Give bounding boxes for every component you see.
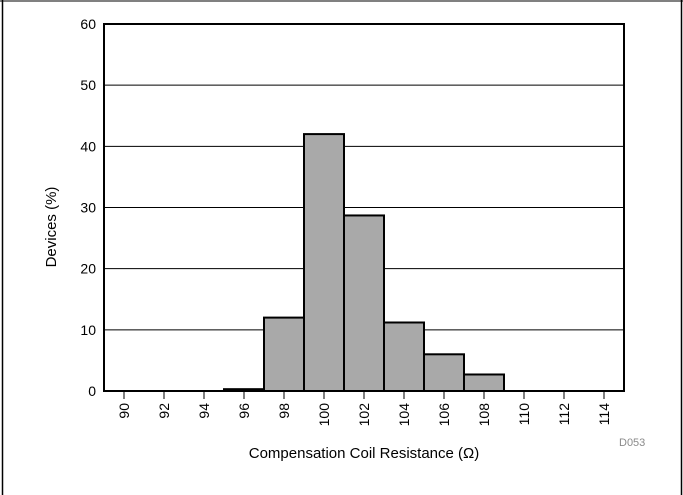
- figure-code-label: D053: [619, 437, 645, 449]
- x-tick-label: 92: [156, 403, 172, 419]
- y-axis-title: Devices (%): [43, 187, 60, 268]
- x-tick-label: 96: [236, 403, 252, 419]
- y-tick-label: 60: [80, 16, 96, 32]
- x-tick-label: 110: [516, 403, 532, 426]
- x-tick-label: 114: [596, 403, 612, 426]
- axes: [103, 23, 625, 399]
- bar-99-101: [303, 133, 345, 392]
- y-tick-label: 10: [80, 322, 96, 338]
- x-axis-title: Compensation Coil Resistance (Ω): [249, 445, 479, 462]
- y-tick-label: 20: [80, 261, 96, 277]
- bar-105-107: [423, 353, 465, 392]
- y-tick-label: 50: [80, 77, 96, 93]
- x-tick-label: 106: [436, 403, 452, 427]
- x-tick-label: 94: [196, 403, 212, 419]
- x-tick-label: 104: [396, 403, 412, 427]
- y-tick-label: 0: [88, 383, 96, 399]
- bar-97-99: [263, 316, 305, 393]
- bar-107-109: [463, 373, 505, 392]
- tick-labels: 0 10 20 30 40 50 60 90 92 94 96 98 100 102 104 106 108 11…: [80, 16, 612, 426]
- x-tick-label: 102: [356, 403, 372, 427]
- y-tick-label: 40: [80, 138, 96, 154]
- x-tick-label: 108: [476, 403, 492, 427]
- y-tick-label: 30: [80, 200, 96, 216]
- bar-103-105: [383, 321, 425, 393]
- x-tick-label: 100: [316, 403, 332, 427]
- x-tick-label: 90: [116, 403, 132, 419]
- bar-101-103: [343, 214, 385, 392]
- x-tick-label: 98: [276, 403, 292, 419]
- x-tick-label: 112: [556, 403, 572, 426]
- histogram-bars: [223, 133, 505, 393]
